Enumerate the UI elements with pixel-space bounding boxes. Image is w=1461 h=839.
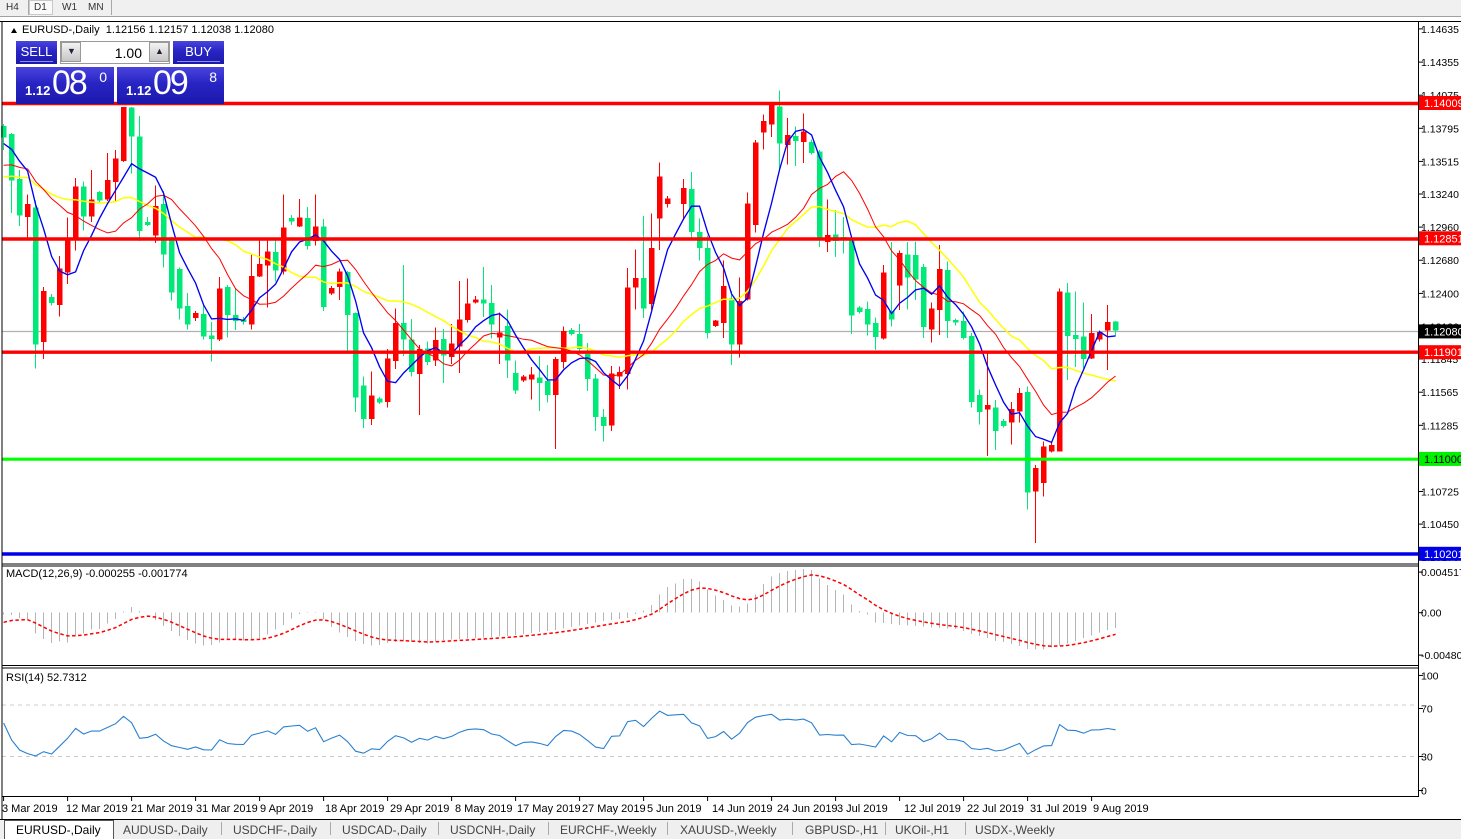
svg-text:12 Jul 2019: 12 Jul 2019 — [904, 803, 961, 815]
svg-text:31 Mar 2019: 31 Mar 2019 — [196, 803, 258, 815]
svg-text:3 Mar 2019: 3 Mar 2019 — [2, 803, 58, 815]
svg-text:100: 100 — [1421, 670, 1439, 682]
svg-text:1.14009: 1.14009 — [1424, 98, 1461, 110]
svg-text:31 Jul 2019: 31 Jul 2019 — [1030, 803, 1087, 815]
svg-text:22 Jul 2019: 22 Jul 2019 — [967, 803, 1024, 815]
svg-text:5 Jun 2019: 5 Jun 2019 — [647, 803, 701, 815]
svg-text:0.004517: 0.004517 — [1421, 567, 1461, 579]
svg-text:1.14635: 1.14635 — [1421, 24, 1459, 36]
svg-text:17 May 2019: 17 May 2019 — [517, 803, 581, 815]
svg-text:0: 0 — [1421, 786, 1427, 798]
svg-text:9 Apr 2019: 9 Apr 2019 — [260, 803, 313, 815]
svg-text:70: 70 — [1421, 704, 1433, 716]
svg-text:29 Apr 2019: 29 Apr 2019 — [390, 803, 449, 815]
svg-text:EURUSD-,Daily 1.12156 1.12157: EURUSD-,Daily 1.12156 1.12157 1.12038 1.… — [22, 24, 274, 36]
svg-text:1.10201: 1.10201 — [1424, 549, 1461, 561]
svg-text:30: 30 — [1421, 752, 1433, 764]
svg-text:1.10450: 1.10450 — [1421, 519, 1459, 531]
svg-text:1.12080: 1.12080 — [1424, 326, 1461, 338]
svg-text:-0.004806: -0.004806 — [1421, 650, 1461, 662]
svg-text:1.11565: 1.11565 — [1421, 387, 1458, 399]
svg-text:27 May 2019: 27 May 2019 — [582, 803, 646, 815]
svg-text:1.10725: 1.10725 — [1421, 487, 1459, 499]
svg-text:9 Aug 2019: 9 Aug 2019 — [1093, 803, 1149, 815]
svg-text:1.13515: 1.13515 — [1421, 156, 1459, 168]
svg-text:1.11285: 1.11285 — [1421, 420, 1458, 432]
svg-text:1.13795: 1.13795 — [1421, 123, 1459, 135]
svg-text:1.14355: 1.14355 — [1421, 57, 1459, 69]
svg-text:24 Jun 2019: 24 Jun 2019 — [777, 803, 838, 815]
svg-text:1.12851: 1.12851 — [1424, 233, 1461, 245]
svg-text:18 Apr 2019: 18 Apr 2019 — [325, 803, 384, 815]
svg-text:RSI(14) 52.7312: RSI(14) 52.7312 — [6, 672, 87, 684]
svg-text:8 May 2019: 8 May 2019 — [455, 803, 512, 815]
svg-text:1.11901: 1.11901 — [1424, 347, 1461, 359]
svg-text:1.12960: 1.12960 — [1421, 222, 1459, 234]
svg-text:3 Jul 2019: 3 Jul 2019 — [837, 803, 888, 815]
svg-text:MACD(12,26,9) -0.000255 -0.001: MACD(12,26,9) -0.000255 -0.001774 — [6, 568, 188, 580]
svg-text:1.12400: 1.12400 — [1421, 288, 1459, 300]
svg-text:1.11000: 1.11000 — [1424, 454, 1461, 466]
svg-text:12 Mar 2019: 12 Mar 2019 — [66, 803, 128, 815]
svg-text:1.13240: 1.13240 — [1421, 189, 1459, 201]
svg-text:14 Jun 2019: 14 Jun 2019 — [712, 803, 773, 815]
svg-text:1.12680: 1.12680 — [1421, 255, 1459, 267]
svg-text:0.00: 0.00 — [1421, 608, 1442, 620]
svg-text:21 Mar 2019: 21 Mar 2019 — [131, 803, 193, 815]
